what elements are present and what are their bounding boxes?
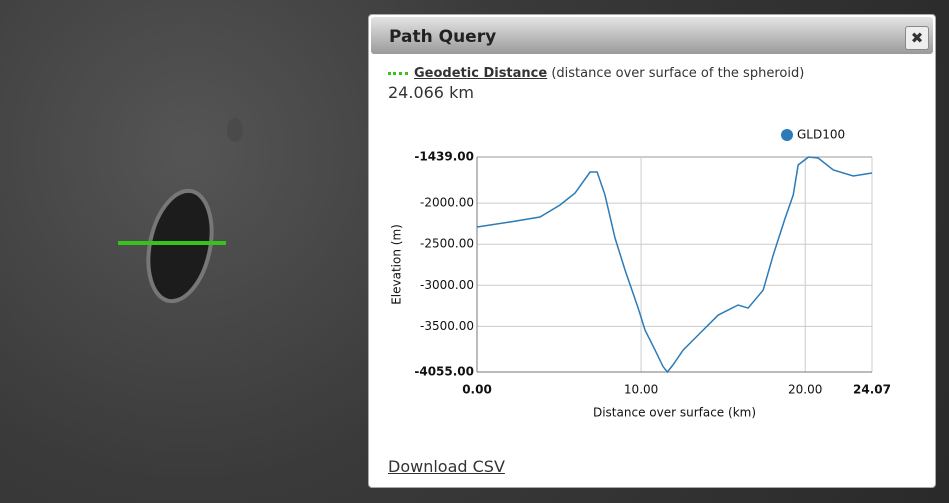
x-axis-label: Distance over surface (km) bbox=[593, 406, 756, 420]
line-series bbox=[476, 156, 873, 374]
x-tick-label: 10.00 bbox=[624, 383, 658, 397]
path-query-panel: Path Query ✖ Geodetic Distance (distance… bbox=[368, 14, 936, 488]
y-axis-label: Elevation (m) bbox=[390, 224, 404, 305]
measure-label[interactable]: Geodetic Distance bbox=[414, 66, 548, 81]
measure-description: (distance over surface of the spheroid) bbox=[551, 66, 805, 81]
y-tick-label: -1439.00 bbox=[414, 150, 474, 164]
y-tick-label: -3500.00 bbox=[420, 319, 474, 333]
legend-swatch bbox=[781, 129, 793, 141]
x-tick-label: 24.07 bbox=[853, 383, 891, 397]
y-tick-label: -3000.00 bbox=[420, 278, 474, 292]
y-tick-label: -2500.00 bbox=[420, 237, 474, 251]
y-tick-label: -4055.00 bbox=[414, 365, 474, 379]
measure-value: 24.066 km bbox=[388, 83, 474, 102]
measure-row: Geodetic Distance (distance over surface… bbox=[388, 66, 804, 81]
legend-label: GLD100 bbox=[797, 128, 845, 142]
measure-swatch bbox=[388, 72, 408, 75]
crater bbox=[227, 118, 243, 142]
close-button[interactable]: ✖ bbox=[905, 26, 929, 50]
panel-title: Path Query bbox=[389, 27, 497, 47]
crater bbox=[146, 188, 214, 304]
download-link[interactable]: Download CSV bbox=[388, 457, 505, 476]
x-tick-label: 0.00 bbox=[462, 383, 492, 397]
x-tick-label: 20.00 bbox=[788, 383, 822, 397]
panel-header: Path Query ✖ bbox=[371, 17, 933, 54]
y-tick-label: -2000.00 bbox=[420, 196, 474, 210]
